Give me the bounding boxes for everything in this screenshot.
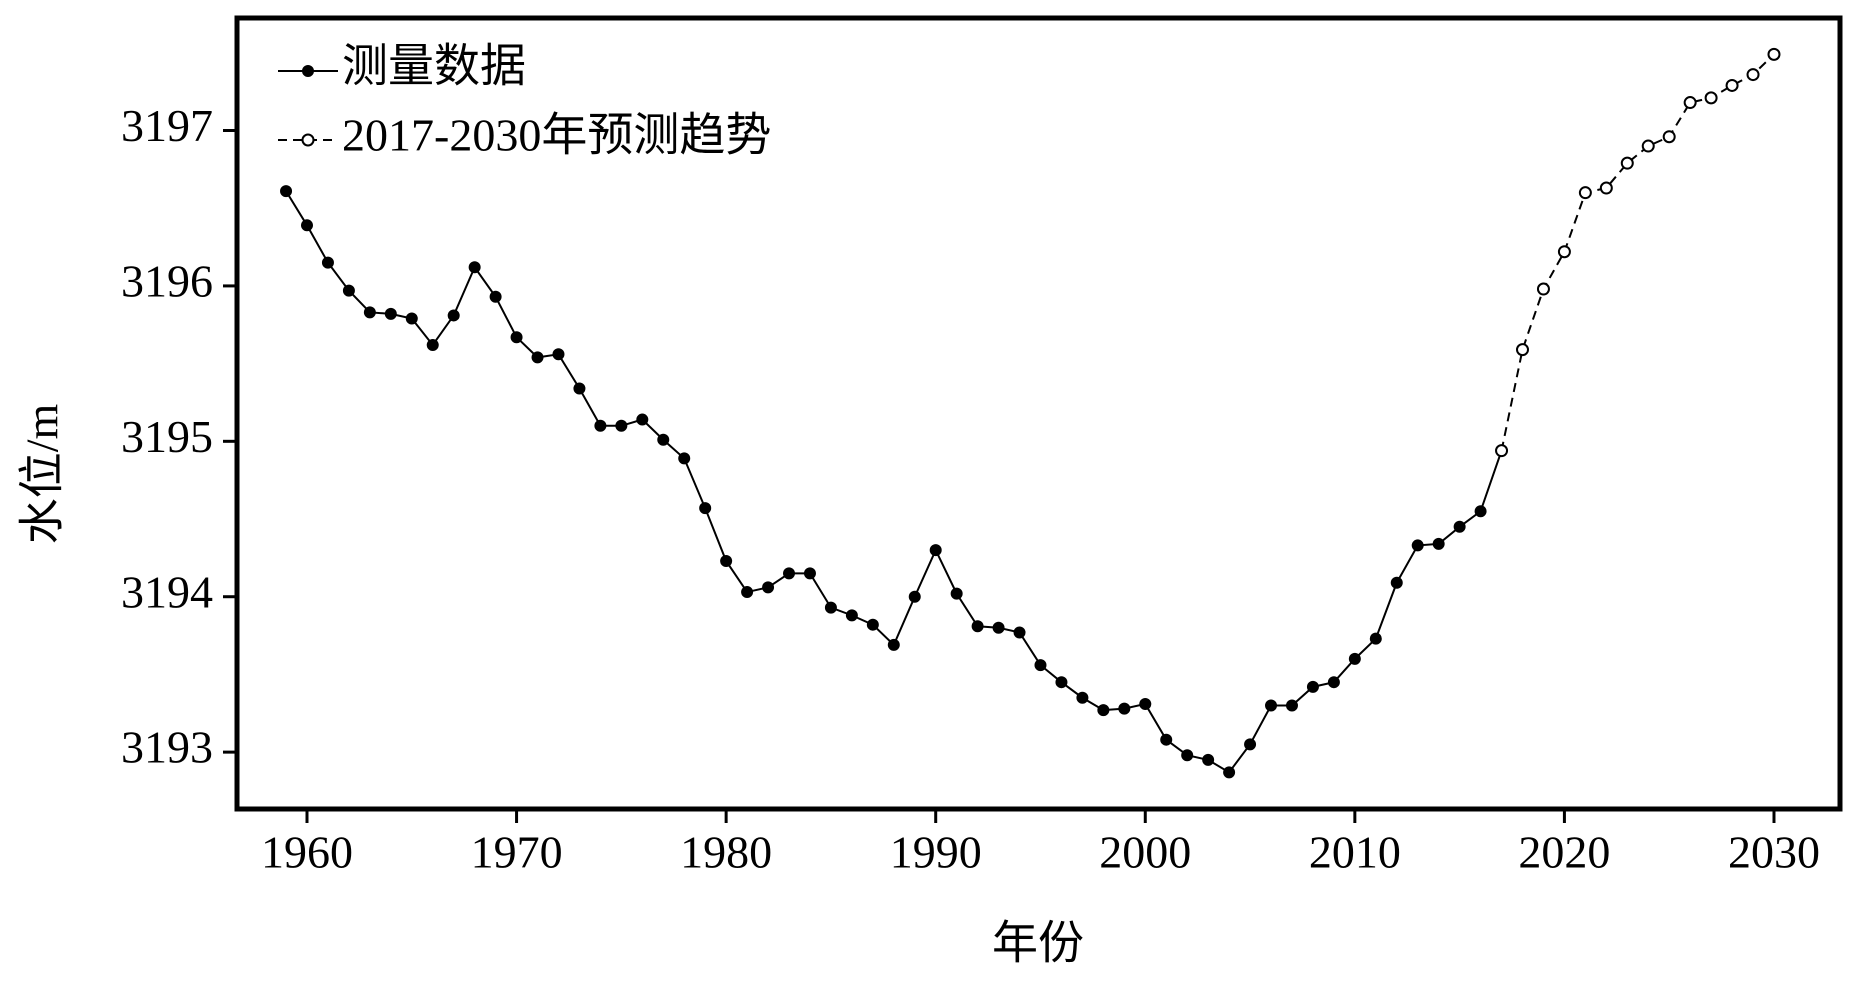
x-tick-label: 1980 <box>680 827 772 878</box>
data-point <box>426 338 439 351</box>
data-point <box>636 413 649 426</box>
data-point <box>1495 444 1509 458</box>
data-point <box>342 284 355 297</box>
data-point <box>280 185 293 198</box>
data-point <box>1348 652 1361 665</box>
data-point <box>971 620 984 633</box>
x-tick-label: 1990 <box>890 827 982 878</box>
data-point <box>468 261 481 274</box>
data-line <box>285 190 1503 774</box>
data-point <box>1767 47 1781 61</box>
x-tick-label: 2010 <box>1309 827 1401 878</box>
legend-label: 2017-2030年预测趋势 <box>342 110 771 161</box>
data-point <box>824 601 837 614</box>
data-point <box>1055 676 1068 689</box>
data-point <box>1474 505 1487 518</box>
data-point <box>1557 245 1571 259</box>
y-tick-label: 3195 <box>121 411 213 462</box>
data-point <box>1097 704 1110 717</box>
x-axis-label: 年份 <box>992 918 1084 969</box>
data-point <box>573 382 586 395</box>
data-point <box>929 544 942 557</box>
data-point <box>384 307 397 320</box>
x-tick-label: 2000 <box>1099 827 1191 878</box>
data-point <box>531 351 544 364</box>
data-point <box>1160 733 1173 746</box>
data-point <box>405 312 418 325</box>
data-point <box>1265 699 1278 712</box>
y-tick-label: 3196 <box>121 255 213 306</box>
data-point <box>1306 680 1319 693</box>
data-point <box>699 502 712 515</box>
data-point <box>845 609 858 622</box>
data-point <box>489 290 502 303</box>
data-point <box>594 419 607 432</box>
data-point <box>1034 659 1047 672</box>
data-point <box>1641 139 1655 153</box>
data-point <box>363 306 376 319</box>
data-point <box>1453 520 1466 533</box>
data-point <box>1369 632 1382 645</box>
data-point <box>300 219 313 232</box>
y-tick-label: 3193 <box>121 722 213 773</box>
data-point <box>1118 702 1131 715</box>
data-point <box>1536 282 1550 296</box>
y-tick-label: 3197 <box>121 100 213 151</box>
data-point <box>615 419 628 432</box>
legend-label: 测量数据 <box>342 41 526 92</box>
y-axis-label: 水位/m <box>17 404 68 545</box>
data-point <box>1327 676 1340 689</box>
x-tick-label: 2020 <box>1518 827 1610 878</box>
data-point <box>1704 91 1718 105</box>
data-point <box>1620 156 1634 170</box>
data-point <box>741 586 754 599</box>
data-point <box>510 331 523 344</box>
data-point <box>720 554 733 567</box>
data-point <box>1599 181 1613 195</box>
data-point <box>1578 186 1592 200</box>
data-point <box>1683 96 1697 110</box>
data-point <box>321 256 334 269</box>
data-point <box>678 452 691 465</box>
data-point <box>1662 130 1676 144</box>
data-point <box>783 567 796 580</box>
data-point <box>657 433 670 446</box>
legend-marker <box>302 65 314 77</box>
data-point <box>1013 626 1026 639</box>
data-point <box>1285 699 1298 712</box>
y-tick-label: 3194 <box>121 566 213 617</box>
data-point <box>762 581 775 594</box>
data-point <box>950 587 963 600</box>
data-point <box>866 618 879 631</box>
legend-marker <box>301 133 315 147</box>
data-point <box>1181 749 1194 762</box>
data-point <box>1223 766 1236 779</box>
data-point <box>1076 691 1089 704</box>
data-point <box>1202 753 1215 766</box>
data-point <box>1746 68 1760 82</box>
data-point <box>1390 576 1403 589</box>
x-tick-label: 1970 <box>471 827 563 878</box>
data-point <box>1139 697 1152 710</box>
data-line <box>1500 53 1775 451</box>
data-point <box>908 590 921 603</box>
x-tick-label: 2030 <box>1728 827 1820 878</box>
data-point <box>1432 537 1445 550</box>
plot-frame <box>234 15 1843 812</box>
data-point <box>992 621 1005 634</box>
data-point <box>887 638 900 651</box>
data-point <box>1411 539 1424 552</box>
data-point <box>803 567 816 580</box>
data-point <box>552 348 565 361</box>
data-point <box>447 309 460 322</box>
x-tick-label: 1960 <box>261 827 353 878</box>
data-point <box>1725 78 1739 92</box>
data-point <box>1516 343 1530 357</box>
data-point <box>1244 738 1257 751</box>
